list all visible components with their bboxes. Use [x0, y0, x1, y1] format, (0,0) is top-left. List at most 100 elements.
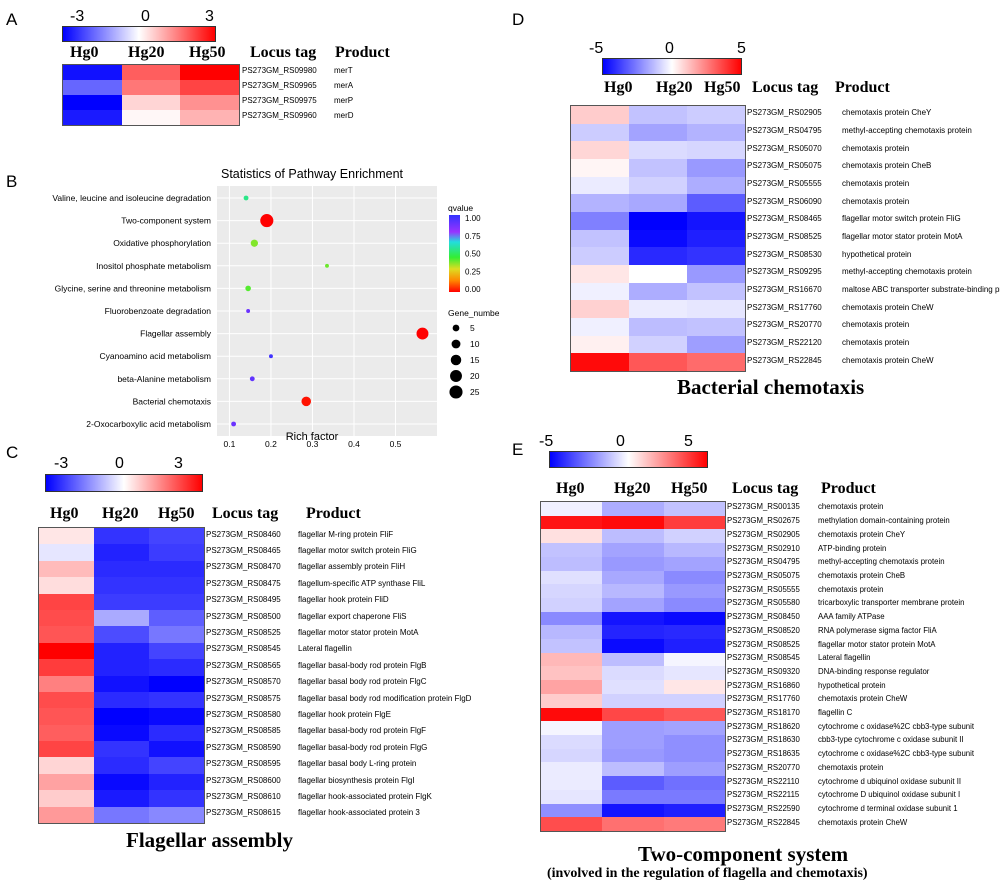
- product-name: flagellum-specific ATP synthase FliL: [298, 578, 426, 588]
- table-row: PS273GM_RS08615 flagellar hook-associated…: [206, 808, 420, 818]
- panel-d-cell-r1-c1: [629, 123, 687, 142]
- panel-d-cell-r13-c2: [687, 335, 745, 354]
- panel-e-row-labels: PS273GM_RS00135 chemotaxis protein PS273GM…: [727, 501, 997, 830]
- panel-e-cell-r4-c1: [602, 556, 664, 571]
- panel-d-cell-r7-c0: [571, 229, 629, 248]
- locus-tag: PS273GM_RS08615: [206, 808, 281, 818]
- panel-d-col-hg50: Hg50: [704, 79, 741, 96]
- locus-tag: PS273GM_RS22110: [727, 776, 800, 786]
- panel-c-cell-r3-c1: [94, 577, 149, 594]
- panel-e-cell-r22-c2: [663, 803, 725, 818]
- panel-a-col-hg50: Hg50: [189, 44, 226, 61]
- panel-d-cell-r5-c1: [629, 194, 687, 212]
- qvalue-tick-label: 1.00: [465, 214, 481, 223]
- panel-e-cell-r11-c0: [541, 652, 603, 667]
- panel-d-cell-r2-c1: [629, 141, 687, 159]
- table-row: PS273GM_RS18630 cbb3-type cytochrome c ox…: [727, 736, 964, 744]
- panel-e-col-hg0: Hg0: [556, 480, 585, 497]
- panel-e-cell-r0-c0: [541, 502, 603, 516]
- panel-d-cell-r14-c2: [687, 353, 745, 371]
- panel-c-cell-r12-c0: [39, 724, 94, 742]
- panel-e-cell-r23-c2: [663, 817, 725, 831]
- panel-e-cell-r23-c0: [541, 817, 603, 831]
- panel-c-cell-r11-c2: [149, 708, 204, 725]
- panel-c-cell-r5-c0: [39, 609, 94, 627]
- panel-d-cell-r13-c0: [571, 335, 629, 354]
- table-row: PS273GM_RS08500 flagellar export chaperon…: [206, 611, 407, 621]
- panel-e-color-scale: [549, 451, 708, 468]
- panel-d-cell-r3-c0: [571, 158, 629, 177]
- panel-e-cell-r12-c0: [541, 666, 603, 681]
- locus-tag: PS273GM_RS09295: [747, 267, 822, 277]
- panel-c-col-hg0: Hg0: [50, 505, 79, 522]
- panel-a-cell-r2-c0: [63, 95, 122, 110]
- locus-tag: PS273GM_RS16860: [727, 680, 800, 690]
- data-point: [260, 214, 274, 228]
- panel-e-cell-r1-c0: [541, 515, 603, 530]
- panel-a-cell-r3-c1: [121, 110, 181, 125]
- panel-d-cell-r4-c2: [687, 176, 745, 195]
- panel-e-subcaption: (involved in the regulation of flagella …: [547, 866, 868, 881]
- table-row: PS273GM_RS05555 chemotaxis protein: [747, 180, 909, 188]
- product-name: chemotaxis protein: [842, 320, 910, 330]
- table-row: PS273GM_RS08470 flagellar assembly protei…: [206, 563, 405, 571]
- product-name: merA: [334, 81, 354, 90]
- table-row: PS273GM_RS08545 Lateral flagellin: [727, 654, 870, 662]
- panel-e-cell-r15-c2: [663, 707, 725, 722]
- panel-e-col-hg20: Hg20: [614, 480, 651, 497]
- product-name: cytochrome c oxidase%2C cbb3-type subuni…: [818, 749, 975, 759]
- table-row: PS273GM_RS17760 chemotaxis protein CheW: [727, 695, 907, 703]
- panel-c-cell-r1-c1: [94, 544, 149, 561]
- panel-a-scale-max: 3: [205, 8, 214, 25]
- product-name: chemotaxis protein CheW: [842, 302, 934, 312]
- locus-tag: PS273GM_RS08500: [206, 611, 281, 621]
- panel-d-cell-r9-c0: [571, 264, 629, 283]
- panel-d-cell-r14-c1: [629, 353, 687, 371]
- locus-tag: PS273GM_RS08465: [747, 214, 822, 224]
- panel-a-product-header: Product: [335, 44, 390, 61]
- product-name: chemotaxis protein CheY: [842, 108, 932, 118]
- table-row: PS273GM_RS08450 AAA family ATPase: [727, 613, 885, 621]
- panel-e-cell-r0-c2: [663, 502, 725, 516]
- product-name: chemotaxis protein CheW: [818, 694, 908, 704]
- data-point: [231, 421, 237, 427]
- product-name: flagellar basal-body rod protein FlgF: [298, 726, 427, 736]
- qvalue-tick-label: 0.25: [465, 267, 481, 276]
- x-tick-label: 0.3: [307, 439, 319, 448]
- locus-tag: PS273GM_RS09960: [242, 111, 317, 120]
- size-legend-label: 15: [470, 355, 480, 365]
- panel-e-cell-r21-c1: [602, 789, 664, 804]
- panel-a-heatmap: [62, 64, 240, 126]
- table-row: PS273GM_RS08575 flagellar basal body rod …: [206, 694, 471, 703]
- panel-e-product-header: Product: [821, 480, 876, 497]
- locus-tag: PS273GM_RS08570: [206, 677, 281, 687]
- panel-d-cell-r5-c2: [687, 194, 745, 212]
- size-legend-label: 20: [470, 371, 480, 381]
- panel-d-cell-r12-c2: [687, 317, 745, 336]
- locus-tag: PS273GM_RS08460: [206, 529, 281, 539]
- table-row: PS273GM_RS08610 flagellar hook-associated…: [206, 792, 432, 801]
- locus-tag: PS273GM_RS08595: [206, 759, 281, 769]
- panel-c-cell-r1-c0: [39, 544, 94, 561]
- panel-d-cell-r0-c2: [687, 106, 745, 124]
- panel-c-cell-r2-c1: [94, 560, 149, 578]
- panel-d-cell-r11-c1: [629, 300, 687, 318]
- panel-d-scale-mid: 0: [665, 40, 674, 57]
- product-name: cytochrome d terminal oxidase subunit 1: [818, 804, 958, 814]
- table-row: PS273GM_RS22115 cytochrome D ubiquinol ox…: [727, 791, 960, 799]
- table-row: PS273GM_RS08525 flagellar motor stator pr…: [206, 629, 419, 637]
- locus-tag: PS273GM_RS08465: [206, 546, 281, 556]
- panel-d-cell-r9-c1: [629, 264, 687, 283]
- panel-c-cell-r0-c2: [149, 528, 204, 545]
- panel-e-cell-r9-c1: [602, 625, 664, 640]
- locus-tag: PS273GM_RS02675: [727, 516, 800, 526]
- panel-e-cell-r15-c1: [602, 707, 664, 722]
- product-name: DNA-binding response regulator: [818, 666, 930, 676]
- product-name: chemotaxis protein CheB: [842, 161, 932, 171]
- locus-tag: PS273GM_RS00135: [727, 502, 800, 512]
- table-row: PS273GM_RS05580 tricarboxylic transporter…: [727, 599, 964, 607]
- locus-tag: PS273GM_RS09965: [242, 81, 317, 90]
- panel-e-cell-r21-c0: [541, 789, 603, 804]
- table-row: PS273GM_RS09975 merP: [242, 97, 353, 105]
- panel-e-cell-r5-c2: [663, 570, 725, 585]
